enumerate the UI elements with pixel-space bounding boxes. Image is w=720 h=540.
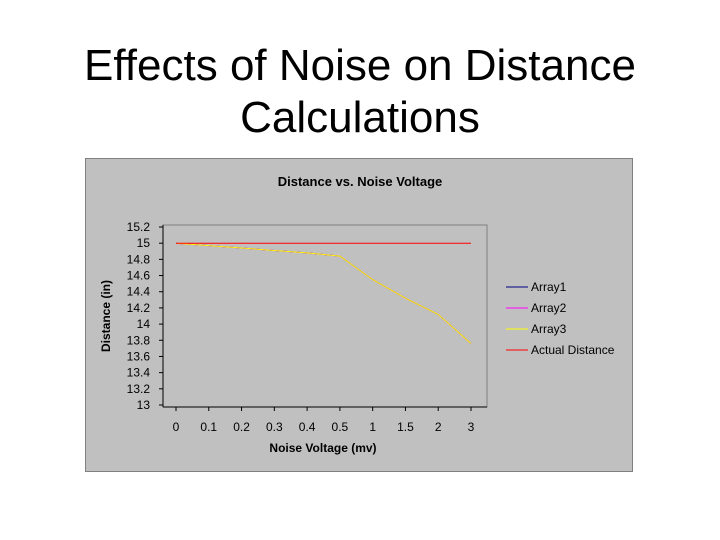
x-tick-label: 1 (369, 420, 376, 434)
y-tick-label: 14 (137, 317, 151, 331)
legend-label-array2: Array2 (531, 301, 567, 315)
series-line-array3 (175, 242, 472, 344)
y-tick-label: 14.4 (127, 285, 151, 299)
slide-title-line-1: Effects of Noise on Distance (84, 41, 636, 90)
y-tick-label: 13.2 (127, 382, 151, 396)
slide-title: Effects of Noise on Distance Calculation… (0, 40, 720, 144)
chart-area: Distance vs. Noise Voltage Distance (in)… (85, 158, 633, 472)
legend-label-array3: Array3 (531, 322, 567, 336)
x-axis-title: Noise Voltage (mv) (269, 441, 376, 455)
x-tick-label: 1.5 (397, 420, 414, 434)
y-tick-label: 13.8 (127, 333, 151, 347)
x-tick-label: 2 (435, 420, 442, 434)
x-tick-label: 0.5 (332, 420, 349, 434)
slide-title-line-2: Calculations (240, 93, 480, 142)
line-chart: Distance vs. Noise Voltage Distance (in)… (99, 174, 615, 455)
legend-label-array1: Array1 (531, 280, 567, 294)
y-tick-label: 15.2 (127, 220, 151, 234)
x-tick-label: 0 (173, 420, 180, 434)
y-axis-title: Distance (in) (99, 280, 113, 352)
plot-area (162, 224, 488, 408)
chart-title: Distance vs. Noise Voltage (278, 174, 443, 189)
y-tick-label: 13 (137, 398, 151, 412)
x-tick-label: 0.2 (233, 420, 250, 434)
y-tick-label: 13.4 (127, 366, 151, 380)
x-tick-label: 0.1 (200, 420, 217, 434)
y-tick-label: 13.6 (127, 349, 151, 363)
x-tick-label: 0.3 (266, 420, 283, 434)
y-tick-label: 15 (137, 236, 151, 250)
y-tick-label: 14.8 (127, 252, 151, 266)
y-tick-label: 14.6 (127, 269, 151, 283)
legend-label-actual-distance: Actual Distance (531, 343, 615, 357)
x-tick-label: 3 (468, 420, 475, 434)
y-tick-label: 14.2 (127, 301, 151, 315)
x-tick-label: 0.4 (299, 420, 316, 434)
